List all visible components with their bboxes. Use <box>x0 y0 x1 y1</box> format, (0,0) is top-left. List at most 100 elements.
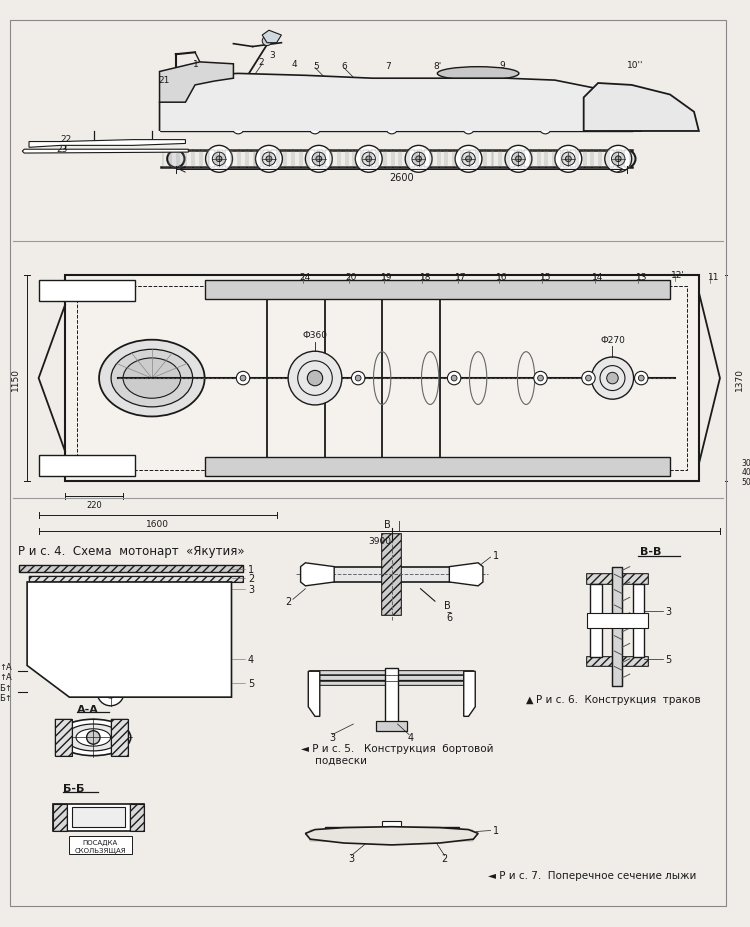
Bar <box>424 151 430 169</box>
Bar <box>340 151 346 169</box>
Bar <box>130 804 144 831</box>
Text: 2: 2 <box>248 574 254 583</box>
Bar <box>432 151 438 169</box>
Circle shape <box>352 372 365 386</box>
Bar <box>256 151 261 169</box>
Circle shape <box>463 123 474 134</box>
Polygon shape <box>27 582 232 697</box>
Bar <box>225 151 230 169</box>
Bar <box>110 719 128 756</box>
Circle shape <box>98 679 124 706</box>
Bar <box>69 836 132 854</box>
Bar <box>455 151 460 169</box>
Text: 5: 5 <box>665 654 671 664</box>
Text: 3900: 3900 <box>368 537 391 546</box>
Polygon shape <box>22 150 188 154</box>
Text: 6: 6 <box>446 612 452 622</box>
Text: подвески: подвески <box>315 755 367 765</box>
Bar <box>586 575 648 584</box>
Text: –: – <box>447 606 452 616</box>
Circle shape <box>266 157 272 162</box>
Circle shape <box>206 146 232 173</box>
Ellipse shape <box>99 340 205 417</box>
Text: 1: 1 <box>493 551 499 561</box>
Bar <box>39 456 134 476</box>
Bar <box>294 151 300 169</box>
Text: Ф270: Ф270 <box>600 336 625 345</box>
Circle shape <box>288 352 342 405</box>
Bar <box>586 657 648 667</box>
Bar <box>501 151 507 169</box>
Text: 12': 12' <box>670 271 685 280</box>
Text: 1370: 1370 <box>735 367 744 390</box>
Bar <box>205 458 670 476</box>
Circle shape <box>515 157 521 162</box>
Bar <box>53 804 68 831</box>
Bar <box>524 151 530 169</box>
Bar <box>532 151 538 169</box>
Circle shape <box>539 123 551 134</box>
Bar <box>382 821 401 838</box>
Bar <box>20 565 243 573</box>
Bar <box>209 151 215 169</box>
Circle shape <box>512 153 525 166</box>
Bar <box>517 151 522 169</box>
Bar <box>72 807 125 827</box>
Bar <box>171 151 177 169</box>
Text: 1600: 1600 <box>146 519 169 528</box>
Text: 14: 14 <box>592 273 604 282</box>
Bar <box>39 280 134 301</box>
Bar <box>332 151 338 169</box>
Bar <box>578 151 584 169</box>
Circle shape <box>604 146 631 173</box>
Text: Р и с. 4.  Схема  мотонарт  «Якутия»: Р и с. 4. Схема мотонарт «Якутия» <box>17 544 244 557</box>
Text: 2: 2 <box>442 854 448 863</box>
Bar <box>263 151 269 169</box>
Text: Ф360: Ф360 <box>302 331 328 340</box>
Bar <box>382 535 401 615</box>
Bar <box>356 151 361 169</box>
Text: 3: 3 <box>248 584 254 594</box>
Text: 15: 15 <box>539 273 551 282</box>
Bar <box>632 584 644 657</box>
Bar <box>205 280 670 299</box>
Circle shape <box>534 372 548 386</box>
Text: В: В <box>383 520 390 530</box>
Text: 8': 8' <box>433 62 441 71</box>
Bar <box>593 151 599 169</box>
Ellipse shape <box>437 68 519 81</box>
Bar <box>370 151 376 169</box>
Text: 22: 22 <box>61 135 72 144</box>
Bar <box>305 567 478 582</box>
Circle shape <box>638 375 644 382</box>
Bar <box>570 151 576 169</box>
Circle shape <box>262 37 272 46</box>
Circle shape <box>591 358 634 400</box>
Text: 4: 4 <box>408 732 414 743</box>
Bar <box>478 151 484 169</box>
Polygon shape <box>160 74 608 132</box>
Circle shape <box>586 375 591 382</box>
Bar <box>586 657 648 667</box>
Circle shape <box>316 157 322 162</box>
Text: 400: 400 <box>742 467 750 476</box>
Bar <box>586 613 648 629</box>
Bar <box>286 151 292 169</box>
Text: 2: 2 <box>259 58 264 68</box>
Text: 11: 11 <box>707 273 719 282</box>
Bar <box>309 151 315 169</box>
Bar <box>463 151 469 169</box>
Circle shape <box>204 659 229 684</box>
Bar <box>240 151 246 169</box>
Circle shape <box>634 372 648 386</box>
Bar <box>386 151 392 169</box>
Bar <box>29 577 243 582</box>
Circle shape <box>212 153 226 166</box>
Text: ◄ Р и с. 7.  Поперечное сечение лыжи: ◄ Р и с. 7. Поперечное сечение лыжи <box>488 870 696 880</box>
Text: А-А: А-А <box>77 704 99 714</box>
Bar <box>325 827 459 833</box>
Bar <box>178 151 184 169</box>
Text: 1: 1 <box>493 825 499 834</box>
Circle shape <box>262 153 276 166</box>
Circle shape <box>308 371 322 387</box>
